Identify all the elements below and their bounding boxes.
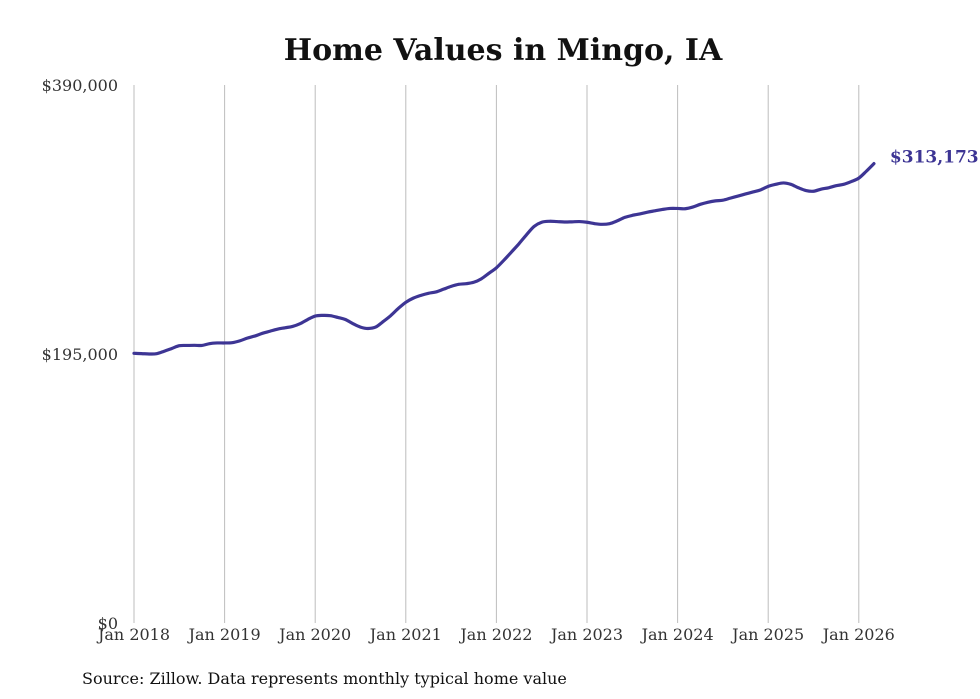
x-tick-label: Jan 2018: [96, 625, 170, 644]
x-tick-label: Jan 2023: [549, 625, 623, 644]
x-tick-label: Jan 2024: [640, 625, 714, 644]
end-value-label: $313,173: [890, 148, 979, 168]
x-tick-label: Jan 2019: [187, 625, 261, 644]
source-note: Source: Zillow. Data represents monthly …: [82, 669, 567, 688]
x-tick-label: Jan 2021: [368, 625, 442, 644]
x-axis-ticks: Jan 2018 Jan 2019 Jan 2020 Jan 2021 Jan 2022…: [96, 625, 895, 644]
series-layer: $313,173: [132, 148, 979, 356]
x-tick-label: Jan 2022: [458, 625, 532, 644]
chart-title: Home Values in Mingo, IA: [284, 33, 723, 68]
x-tick-label: Jan 2026: [821, 625, 895, 644]
x-tick-label: Jan 2025: [730, 625, 804, 644]
y-tick-label: $0: [98, 614, 118, 633]
grid-lines: [133, 85, 860, 623]
x-tick-label: Jan 2020: [277, 625, 351, 644]
series-line-home-value: [132, 162, 876, 356]
y-tick-label: $390,000: [42, 76, 118, 95]
y-axis-ticks: $0 $195,000 $390,000: [42, 76, 118, 633]
y-tick-label: $195,000: [42, 345, 118, 364]
